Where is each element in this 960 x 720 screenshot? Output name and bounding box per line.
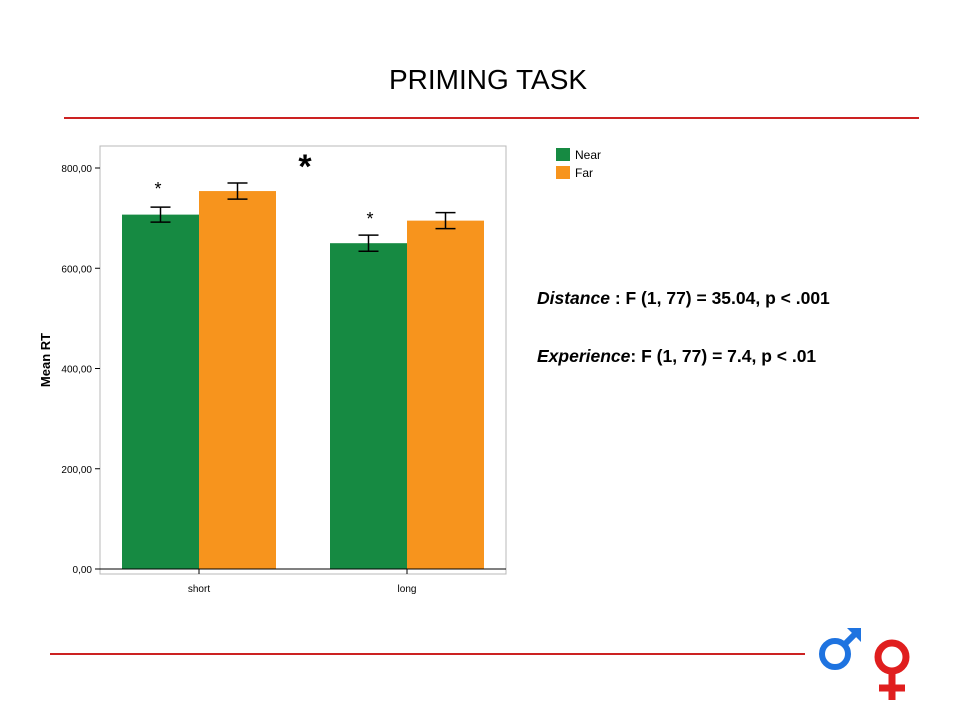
x-axis: short long: [100, 568, 506, 595]
legend-swatch-far: [556, 166, 570, 179]
legend-label-near: Near: [575, 148, 601, 162]
stat-experience-term: Experience: [537, 346, 631, 366]
x-tick-label-long: long: [398, 584, 417, 595]
x-tick-label-short: short: [188, 584, 210, 595]
legend-label-far: Far: [575, 166, 593, 180]
y-tick-label: 600,00: [61, 264, 92, 275]
bar-short-far: [199, 191, 276, 569]
stat-experience-result: : F (1, 77) = 7.4, p < .01: [630, 346, 817, 366]
significance-star-long: *: [366, 209, 373, 229]
gender-symbols: [819, 628, 910, 700]
significance-star-between: *: [298, 148, 312, 186]
bar-short-near: [122, 214, 199, 569]
significance-star-short: *: [154, 179, 161, 199]
y-axis: 0,00 200,00 400,00 600,00 800,00: [61, 164, 100, 576]
legend-swatch-near: [556, 148, 570, 161]
error-bar-short-far: [227, 182, 248, 200]
y-tick-label: 400,00: [61, 365, 92, 376]
female-symbol-icon: [874, 639, 910, 700]
footer-divider: [50, 653, 805, 655]
stat-distance: Distance : F (1, 77) = 35.04, p < .001: [537, 288, 830, 309]
male-symbol-icon: [819, 628, 861, 670]
y-tick-label: 800,00: [61, 164, 92, 175]
y-tick-label: 200,00: [61, 465, 92, 476]
title-divider: [64, 117, 919, 119]
significance-annotations: * * *: [154, 148, 373, 229]
slide-title: PRIMING TASK: [388, 64, 588, 95]
legend: Near Far: [556, 148, 601, 180]
stat-distance-term: Distance: [537, 288, 610, 308]
stat-distance-result: : F (1, 77) = 35.04, p < .001: [609, 288, 830, 308]
error-bar-long-far: [435, 211, 456, 230]
error-bar-long-near: [358, 234, 379, 252]
y-axis-label: Mean RT: [38, 333, 53, 387]
error-bar-short-near: [150, 206, 171, 223]
stat-experience: Experience: F (1, 77) = 7.4, p < .01: [537, 346, 816, 367]
bars: [122, 182, 484, 569]
bar-long-near: [330, 243, 407, 569]
y-tick-label: 0,00: [73, 565, 93, 576]
bar-long-far: [407, 220, 484, 569]
